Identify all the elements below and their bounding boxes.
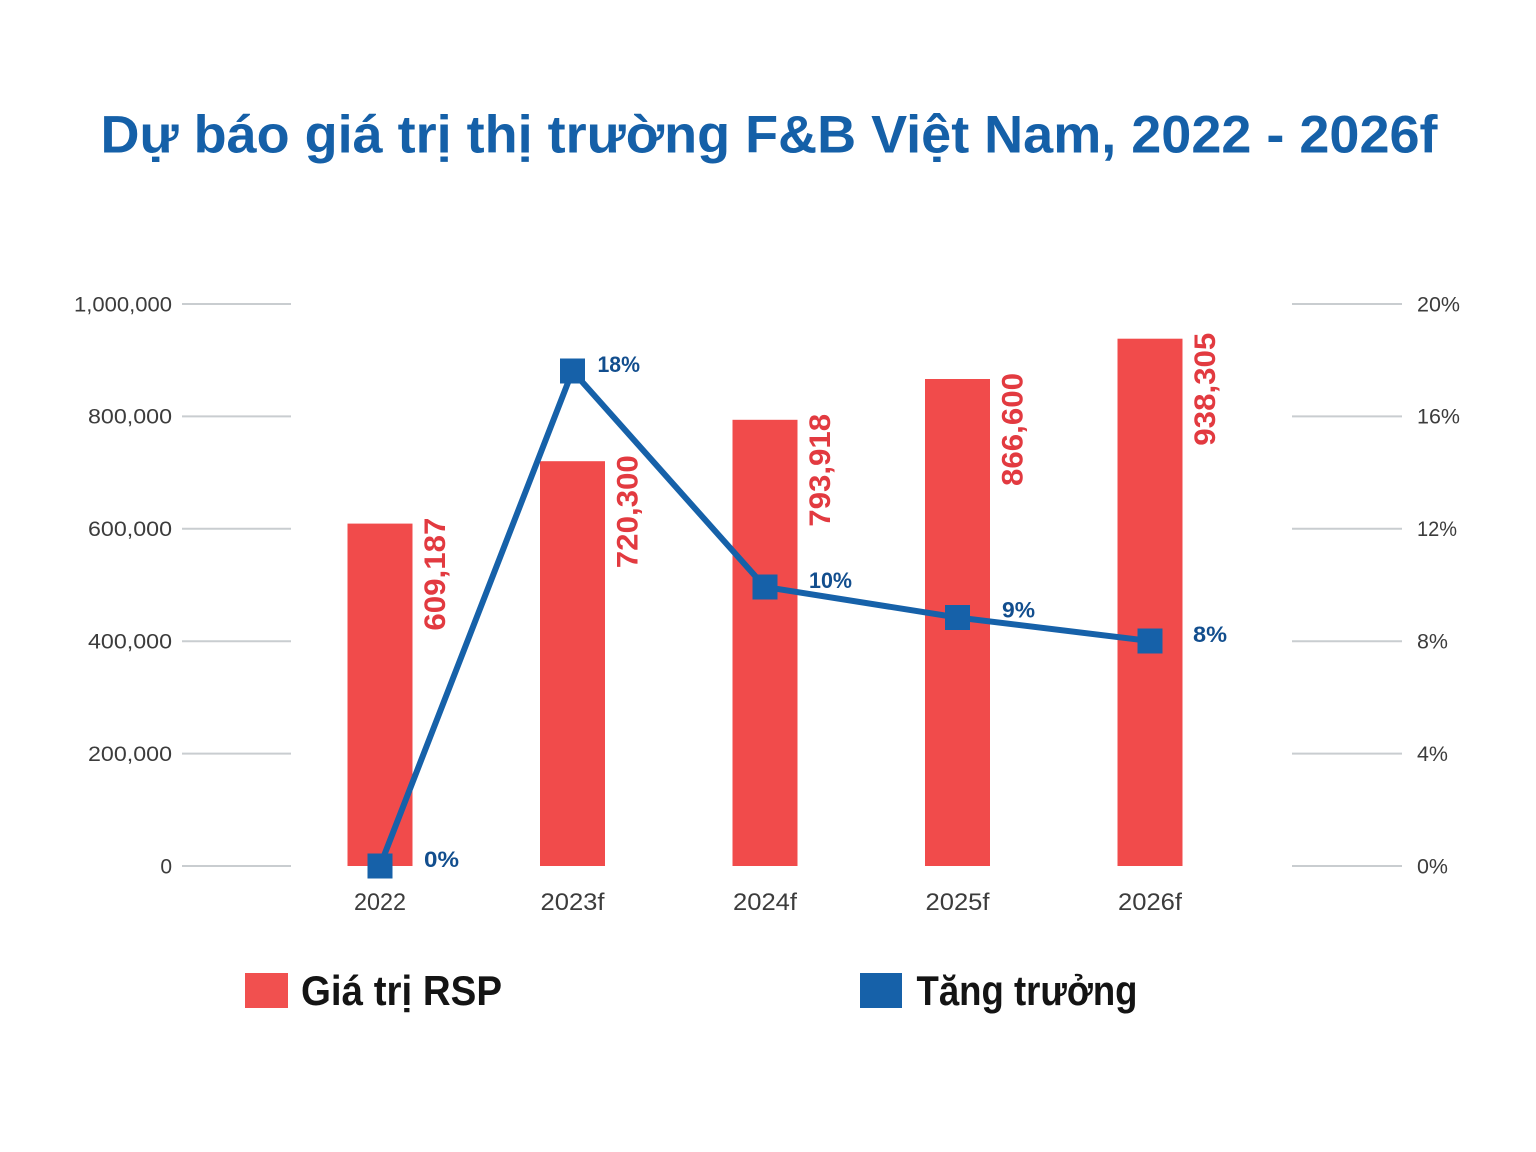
svg-text:20%: 20% xyxy=(1417,293,1460,316)
svg-text:866,600: 866,600 xyxy=(997,373,1030,486)
svg-text:12%: 12% xyxy=(1417,518,1457,541)
svg-text:600,000: 600,000 xyxy=(88,518,172,541)
svg-text:8%: 8% xyxy=(1417,631,1448,654)
svg-text:938,305: 938,305 xyxy=(1189,333,1222,446)
svg-text:Dự báo giá trị thị trường F&B: Dự báo giá trị thị trường F&B Việt Nam, … xyxy=(101,106,1438,165)
svg-text:0: 0 xyxy=(160,855,172,878)
svg-text:16%: 16% xyxy=(1417,406,1460,429)
svg-text:720,300: 720,300 xyxy=(612,455,645,568)
svg-text:0%: 0% xyxy=(424,847,459,872)
svg-text:9%: 9% xyxy=(1002,598,1035,623)
svg-text:Tăng trưởng: Tăng trưởng xyxy=(917,967,1138,1014)
svg-text:10%: 10% xyxy=(809,568,852,593)
svg-text:1,000,000: 1,000,000 xyxy=(74,293,172,316)
svg-text:Giá trị RSP: Giá trị RSP xyxy=(301,967,502,1014)
svg-text:2024f: 2024f xyxy=(733,889,797,916)
svg-text:0%: 0% xyxy=(1417,855,1448,878)
svg-text:793,918: 793,918 xyxy=(804,414,837,527)
svg-text:18%: 18% xyxy=(598,352,641,377)
svg-text:2026f: 2026f xyxy=(1118,889,1182,916)
svg-text:200,000: 200,000 xyxy=(88,743,172,766)
svg-text:2023f: 2023f xyxy=(541,889,605,916)
svg-text:609,187: 609,187 xyxy=(419,518,452,631)
svg-text:2025f: 2025f xyxy=(926,889,990,916)
svg-text:2022: 2022 xyxy=(354,889,406,916)
svg-text:800,000: 800,000 xyxy=(88,406,172,429)
svg-text:8%: 8% xyxy=(1193,622,1227,647)
svg-text:4%: 4% xyxy=(1417,743,1448,766)
svg-text:400,000: 400,000 xyxy=(88,631,172,654)
